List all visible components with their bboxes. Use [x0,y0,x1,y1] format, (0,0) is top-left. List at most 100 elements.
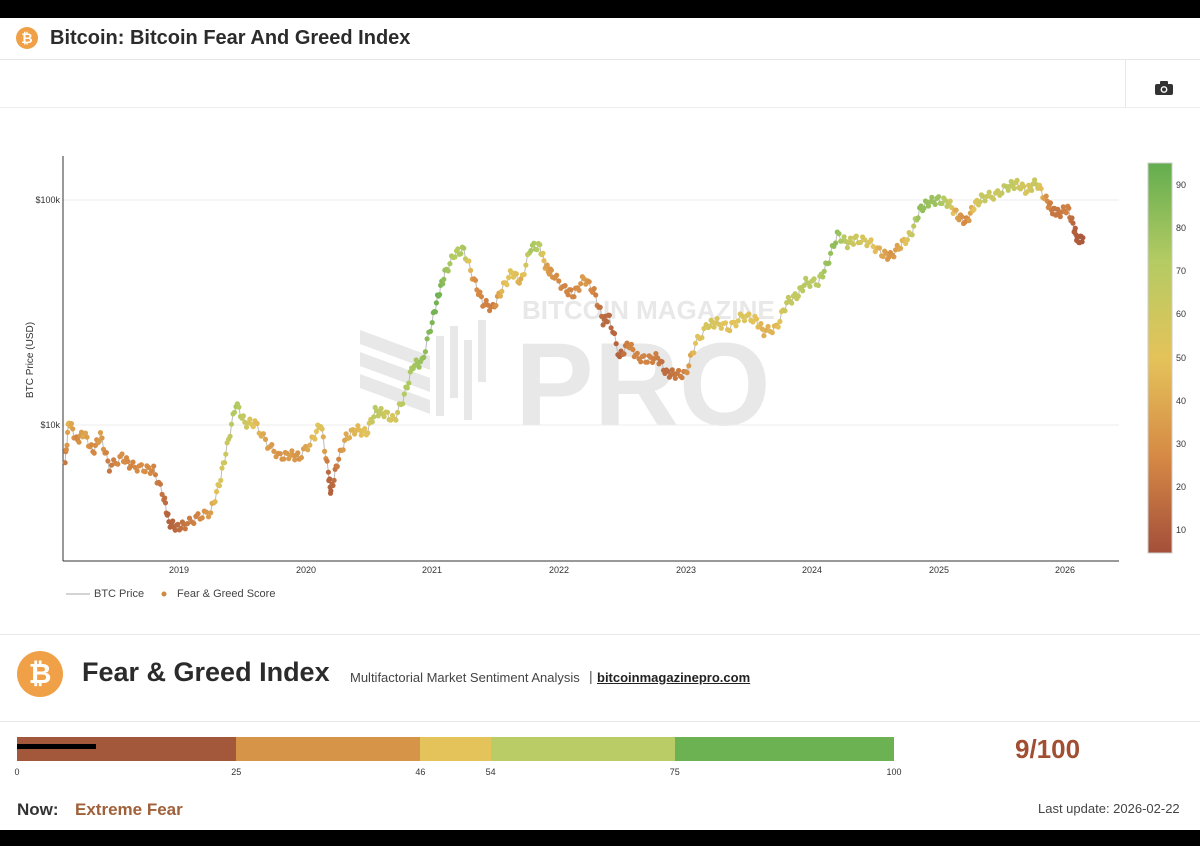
legend-btc-price[interactable]: BTC Price [94,588,145,600]
fear-greed-point [716,321,722,327]
fear-greed-point [909,232,915,238]
fear-greed-point [149,468,155,474]
colorbar-tick-60: 60 [1176,309,1186,319]
fear-greed-point [324,458,330,464]
fear-greed-point [437,292,443,298]
fear-greed-point [634,350,640,356]
gauge-needle [17,744,96,749]
fear-greed-point [343,431,349,437]
section-divider [0,721,1200,722]
page-title: Bitcoin: Bitcoin Fear And Greed Index [50,27,411,49]
fear-greed-point [159,491,165,497]
fear-greed-point [853,233,859,239]
source-link[interactable]: bitcoinmagazinepro.com [597,670,751,685]
fear-greed-point [782,308,788,314]
fear-greed-point [565,292,571,298]
fear-greed-point [381,414,387,420]
fear-greed-point [672,375,678,381]
fear-greed-point [162,495,168,501]
camera-icon[interactable] [1154,80,1174,96]
fear-greed-point [521,271,527,278]
fear-greed-point [452,254,458,260]
fear-greed-point [936,194,942,200]
fear-greed-point [753,316,760,322]
fear-greed-point [103,450,109,456]
fear-greed-point [218,477,224,483]
subtitle-separator: | [589,668,593,684]
colorbar-tick-50: 50 [1176,353,1186,363]
fear-greed-point [400,401,406,407]
fear-greed-point [1038,186,1044,192]
fear-greed-point [307,442,313,448]
fear-greed-point [208,510,214,516]
fear-greed-point [62,460,68,466]
fear-greed-point [199,515,205,521]
fear-greed-point [325,469,331,475]
fear-greed-point [422,349,428,355]
fear-greed-point [1029,187,1035,193]
fear-greed-point [777,318,783,325]
fear-greed-title: Fear & Greed Index [82,657,330,687]
fear-greed-point [815,282,821,288]
fear-greed-point [416,364,422,370]
fear-greed-point [841,234,847,240]
fear-greed-point [108,462,115,468]
fear-greed-point [562,283,568,289]
y-tick-label-100k: $100k [35,195,60,205]
fear-greed-point [68,421,74,427]
fear-greed-point [458,251,464,257]
fear-greed-point [406,380,412,386]
fear-greed-point [692,340,699,346]
fear-greed-point [891,254,897,260]
legend-fear-greed-score[interactable]: Fear & Greed Score [177,588,276,600]
fear-greed-point [604,319,610,325]
fear-greed-point [826,260,832,266]
fear-greed-point [911,223,917,229]
fear-greed-point [608,325,614,331]
fear-greed-point [432,309,438,315]
fear-greed-point [746,311,752,317]
fear-greed-point [701,325,707,332]
fear-greed-point [880,253,886,260]
fear-greed-point [578,281,584,287]
fear-greed-point [146,464,152,471]
fear-greed-point [78,429,85,435]
fear-greed-point [365,430,371,436]
fear-greed-point [995,188,1001,194]
fear-greed-point [223,451,229,457]
fear-greed-point [429,320,435,326]
fear-greed-point [576,287,582,293]
x-tick-label-2020: 2020 [296,565,316,575]
fear-greed-point [340,447,346,453]
fear-greed-point [216,483,223,489]
fear-greed-point [894,242,900,248]
fear-greed-points [62,177,1086,533]
fear-greed-point [477,289,483,295]
fear-greed-point [763,327,769,333]
fear-greed-point [847,235,854,241]
fear-greed-chart: BITCOIN MAGAZINE PRO BTC Price (USD) $10… [25,156,1186,575]
gauge-segment-0 [17,737,237,761]
fear-greed-point [162,500,169,506]
fear-greed-point [362,426,368,432]
now-label: Now: [17,800,59,819]
fear-greed-point [130,459,136,465]
fear-greed-point [606,312,613,318]
fear-greed-point [593,292,599,298]
fear-greed-point [440,281,446,287]
fear-greed-point [939,200,945,207]
fear-greed-point [106,468,112,474]
fear-greed-point [765,323,771,330]
fear-greed-point [319,426,325,432]
fear-greed-point [844,245,851,251]
fear-greed-point [510,274,516,280]
fear-greed-point [292,457,298,463]
fear-greed-point [1063,210,1069,216]
fear-greed-point [1057,214,1063,220]
fear-greed-point [1072,225,1078,231]
fear-greed-point [327,476,333,482]
fear-greed-point [461,245,467,251]
fear-greed-point [758,321,764,327]
fear-greed-point [91,450,97,456]
legend-btc-price-swatch [66,593,90,595]
